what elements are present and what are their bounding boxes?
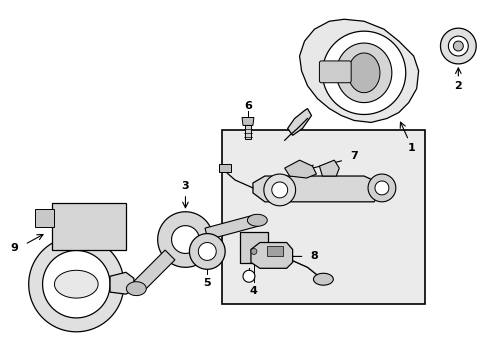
Polygon shape xyxy=(42,251,110,318)
Polygon shape xyxy=(447,36,468,56)
Text: 2: 2 xyxy=(453,81,461,91)
Text: 5: 5 xyxy=(203,278,211,288)
Polygon shape xyxy=(271,182,287,198)
Text: 1: 1 xyxy=(407,143,415,153)
Text: 8: 8 xyxy=(310,251,318,261)
Bar xyxy=(219,164,231,172)
Polygon shape xyxy=(242,117,253,125)
Polygon shape xyxy=(299,19,418,122)
Text: 7: 7 xyxy=(349,151,357,161)
Polygon shape xyxy=(157,212,213,267)
Polygon shape xyxy=(171,226,199,253)
Polygon shape xyxy=(247,214,267,226)
Text: 9: 9 xyxy=(11,243,19,253)
Polygon shape xyxy=(131,250,175,293)
Polygon shape xyxy=(336,43,391,103)
Polygon shape xyxy=(319,160,339,176)
Text: 6: 6 xyxy=(244,100,251,111)
Text: 3: 3 xyxy=(181,181,189,191)
Polygon shape xyxy=(198,243,216,260)
Text: 4: 4 xyxy=(249,286,257,296)
Bar xyxy=(51,203,126,251)
Polygon shape xyxy=(250,243,292,268)
Polygon shape xyxy=(264,174,295,206)
FancyBboxPatch shape xyxy=(319,61,350,83)
Polygon shape xyxy=(250,248,256,255)
Bar xyxy=(222,130,424,304)
Polygon shape xyxy=(347,53,379,93)
Polygon shape xyxy=(204,215,258,240)
Polygon shape xyxy=(110,272,134,294)
Bar xyxy=(240,231,267,264)
Polygon shape xyxy=(313,273,333,285)
Polygon shape xyxy=(287,109,311,135)
Bar xyxy=(35,209,54,227)
Polygon shape xyxy=(244,125,250,139)
Polygon shape xyxy=(374,181,388,195)
Polygon shape xyxy=(452,41,462,51)
Polygon shape xyxy=(266,247,282,256)
Polygon shape xyxy=(322,31,405,114)
Polygon shape xyxy=(189,234,224,269)
Polygon shape xyxy=(126,282,146,296)
Polygon shape xyxy=(252,176,381,202)
Polygon shape xyxy=(367,174,395,202)
Polygon shape xyxy=(284,160,316,178)
Polygon shape xyxy=(29,237,123,332)
Polygon shape xyxy=(54,270,98,298)
Polygon shape xyxy=(440,28,475,64)
Polygon shape xyxy=(243,270,254,282)
